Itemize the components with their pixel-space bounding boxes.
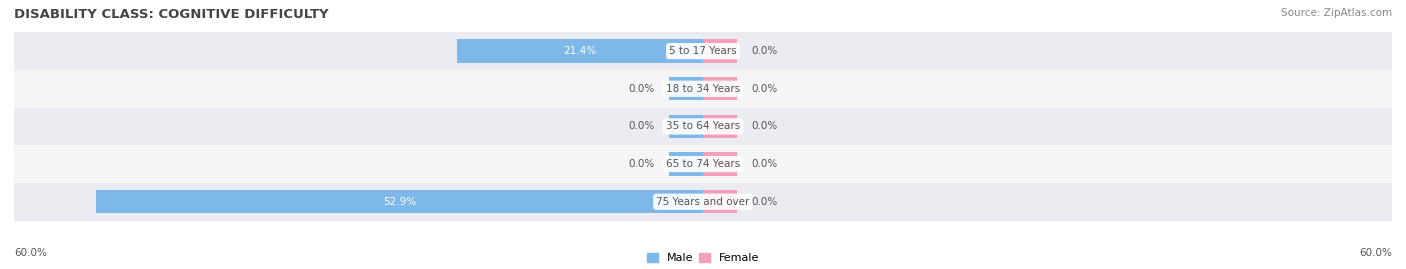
Bar bbox=[703, 115, 738, 138]
Bar bbox=[14, 32, 1392, 70]
Text: Source: ZipAtlas.com: Source: ZipAtlas.com bbox=[1281, 8, 1392, 18]
Text: 21.4%: 21.4% bbox=[564, 46, 596, 56]
Text: 0.0%: 0.0% bbox=[751, 159, 778, 169]
Bar bbox=[457, 40, 703, 63]
Bar bbox=[703, 190, 738, 213]
Bar bbox=[669, 77, 703, 100]
Text: 60.0%: 60.0% bbox=[1360, 248, 1392, 258]
Text: 0.0%: 0.0% bbox=[751, 197, 778, 207]
Bar bbox=[703, 40, 738, 63]
Text: 65 to 74 Years: 65 to 74 Years bbox=[666, 159, 740, 169]
Bar bbox=[703, 153, 738, 176]
Text: 35 to 64 Years: 35 to 64 Years bbox=[666, 121, 740, 132]
Bar bbox=[669, 115, 703, 138]
Text: DISABILITY CLASS: COGNITIVE DIFFICULTY: DISABILITY CLASS: COGNITIVE DIFFICULTY bbox=[14, 8, 329, 21]
Legend: Male, Female: Male, Female bbox=[643, 248, 763, 268]
Bar bbox=[14, 145, 1392, 183]
Bar bbox=[14, 183, 1392, 221]
Bar bbox=[14, 108, 1392, 145]
Text: 75 Years and over: 75 Years and over bbox=[657, 197, 749, 207]
Text: 5 to 17 Years: 5 to 17 Years bbox=[669, 46, 737, 56]
Bar bbox=[703, 77, 738, 100]
Text: 0.0%: 0.0% bbox=[751, 121, 778, 132]
Text: 60.0%: 60.0% bbox=[14, 248, 46, 258]
Text: 18 to 34 Years: 18 to 34 Years bbox=[666, 84, 740, 94]
Bar bbox=[96, 190, 703, 213]
Text: 0.0%: 0.0% bbox=[751, 84, 778, 94]
Bar bbox=[669, 153, 703, 176]
Bar bbox=[14, 70, 1392, 108]
Text: 0.0%: 0.0% bbox=[628, 121, 655, 132]
Text: 0.0%: 0.0% bbox=[751, 46, 778, 56]
Text: 0.0%: 0.0% bbox=[628, 84, 655, 94]
Text: 0.0%: 0.0% bbox=[628, 159, 655, 169]
Text: 52.9%: 52.9% bbox=[382, 197, 416, 207]
